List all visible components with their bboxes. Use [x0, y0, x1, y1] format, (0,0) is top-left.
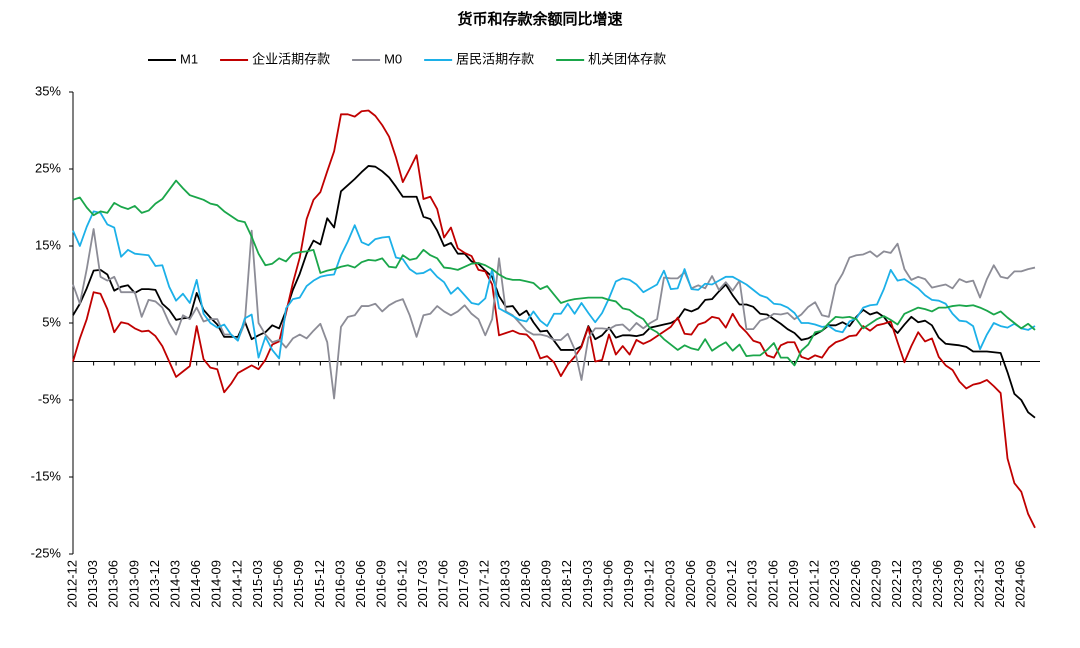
y-tick-label: 25% [35, 160, 61, 175]
x-tick-label: 2015-12 [312, 560, 327, 608]
x-tick-label: 2020-03 [662, 560, 677, 608]
series-line [72, 179, 1036, 367]
x-tick-label: 2016-09 [374, 560, 389, 608]
x-tick-label: 2016-06 [353, 560, 368, 608]
legend-label: M1 [180, 51, 198, 66]
x-tick-label: 2022-06 [848, 560, 863, 608]
x-tick-label: 2014-06 [188, 560, 203, 608]
x-tick-label: 2020-09 [703, 560, 718, 608]
x-tick-label: 2017-09 [456, 560, 471, 608]
x-tick-label: 2020-12 [724, 560, 739, 608]
x-tick-label: 2019-03 [580, 560, 595, 608]
y-tick-label: -15% [31, 468, 62, 483]
x-tick-label: 2023-03 [910, 560, 925, 608]
y-tick-label: 35% [35, 83, 61, 98]
x-tick-label: 2012-12 [64, 560, 79, 608]
y-tick-label: 15% [35, 237, 61, 252]
x-tick-label: 2018-12 [559, 560, 574, 608]
x-tick-label: 2014-12 [229, 560, 244, 608]
x-tick-label: 2022-12 [889, 560, 904, 608]
x-tick-label: 2015-06 [271, 560, 286, 608]
x-tick-label: 2018-09 [539, 560, 554, 608]
x-tick-label: 2013-06 [106, 560, 121, 608]
y-tick-label: 5% [42, 314, 61, 329]
x-tick-label: 2019-06 [600, 560, 615, 608]
x-tick-label: 2022-09 [868, 560, 883, 608]
x-tick-label: 2023-09 [951, 560, 966, 608]
x-tick-label: 2020-06 [683, 560, 698, 608]
y-tick-label: -5% [38, 391, 62, 406]
series-line [72, 109, 1036, 529]
legend-label: 居民活期存款 [456, 51, 534, 66]
x-tick-label: 2019-12 [642, 560, 657, 608]
x-tick-label: 2017-03 [415, 560, 430, 608]
x-tick-label: 2018-06 [518, 560, 533, 608]
legend-label: 企业活期存款 [252, 51, 330, 66]
x-tick-label: 2023-12 [971, 560, 986, 608]
x-tick-label: 2013-03 [85, 560, 100, 608]
legend-label: M0 [384, 51, 402, 66]
x-tick-label: 2021-03 [745, 560, 760, 608]
x-tick-label: 2016-12 [394, 560, 409, 608]
series-line [72, 165, 1036, 419]
x-tick-label: 2017-12 [477, 560, 492, 608]
x-tick-label: 2018-03 [497, 560, 512, 608]
x-tick-label: 2023-06 [930, 560, 945, 608]
x-tick-label: 2016-03 [332, 560, 347, 608]
legend: M1 企业活期存款 M0 居民活期存款 机关团体存款 [148, 51, 666, 66]
x-tick-label: 2024-06 [1013, 560, 1028, 608]
chart-title: 货币和存款余额同比增速 [457, 10, 622, 28]
x-tick-label: 2015-09 [291, 560, 306, 608]
x-tick-label: 2021-12 [807, 560, 822, 608]
x-tick-label: 2019-09 [621, 560, 636, 608]
x-tick-label: 2014-03 [168, 560, 183, 608]
x-tick-label: 2021-09 [786, 560, 801, 608]
x-tick-label: 2024-03 [992, 560, 1007, 608]
x-tick-label: 2015-03 [250, 560, 265, 608]
y-tick-label: -25% [31, 545, 62, 560]
series-line [72, 210, 1036, 360]
x-tick-label: 2013-09 [126, 560, 141, 608]
legend-label: 机关团体存款 [588, 51, 666, 66]
x-tick-label: 2021-06 [765, 560, 780, 608]
x-tick-label: 2022-03 [827, 560, 842, 608]
x-tick-label: 2014-09 [209, 560, 224, 608]
x-tick-label: 2013-12 [147, 560, 162, 608]
x-tick-label: 2017-06 [435, 560, 450, 608]
